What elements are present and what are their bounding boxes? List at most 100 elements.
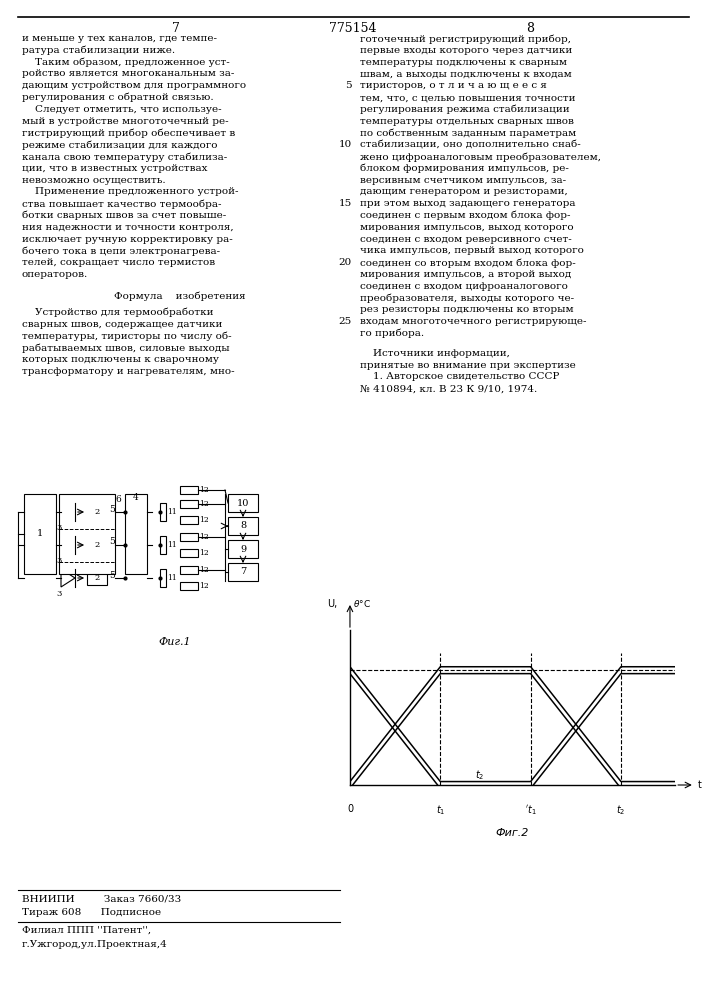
Text: Тираж 608      Подписное: Тираж 608 Подписное	[22, 908, 161, 917]
Bar	[228, 517, 258, 535]
Text: 5: 5	[109, 538, 115, 546]
Text: $t_2$: $t_2$	[475, 768, 485, 782]
Text: 5: 5	[109, 504, 115, 514]
Text: температуры отдельных сварных швов: температуры отдельных сварных швов	[360, 117, 574, 126]
Text: соединен с первым входом блока фор-: соединен с первым входом блока фор-	[360, 211, 571, 221]
Text: невозможно осуществить.: невозможно осуществить.	[22, 176, 165, 185]
Text: 8: 8	[526, 22, 534, 35]
Text: 10: 10	[237, 498, 249, 508]
Text: температуры подключены к сварным: температуры подключены к сварным	[360, 58, 567, 67]
Text: 12: 12	[199, 533, 209, 541]
Bar	[24, 494, 56, 574]
Text: 2: 2	[94, 541, 100, 549]
Text: регулирования с обратной связью.: регулирования с обратной связью.	[22, 93, 214, 103]
Text: рабатываемых швов, силовые выходы: рабатываемых швов, силовые выходы	[22, 343, 230, 353]
Text: мирования импульсов, а второй выход: мирования импульсов, а второй выход	[360, 270, 571, 279]
Text: преобразователя, выходы которого че-: преобразователя, выходы которого че-	[360, 294, 574, 303]
Text: 12: 12	[199, 516, 209, 524]
Text: 12: 12	[199, 566, 209, 574]
Text: 2: 2	[94, 574, 100, 582]
Text: 12: 12	[199, 486, 209, 494]
Text: которых подключены к сварочному: которых подключены к сварочному	[22, 355, 219, 364]
Text: Таким образом, предложенное уст-: Таким образом, предложенное уст-	[22, 58, 230, 67]
Text: 2: 2	[94, 508, 100, 516]
Text: 6: 6	[115, 495, 121, 504]
Text: швам, а выходы подключены к входам: швам, а выходы подключены к входам	[360, 69, 572, 78]
Text: 3: 3	[57, 557, 62, 565]
Text: дающим генератором и резисторами,: дающим генератором и резисторами,	[360, 187, 568, 196]
Text: Следует отметить, что используе-: Следует отметить, что используе-	[22, 105, 221, 114]
Text: дающим устройством для программного: дающим устройством для программного	[22, 81, 246, 90]
Text: ции, что в известных устройствах: ции, что в известных устройствах	[22, 164, 207, 173]
Text: соединен с входом цифроаналогового: соединен с входом цифроаналогового	[360, 282, 568, 291]
Text: 15: 15	[339, 199, 352, 208]
Text: и меньше у тех каналов, где темпе-: и меньше у тех каналов, где темпе-	[22, 34, 217, 43]
Bar	[180, 566, 198, 574]
Text: режиме стабилизации для каждого: режиме стабилизации для каждого	[22, 140, 218, 150]
Text: температуры, тиристоры по числу об-: температуры, тиристоры по числу об-	[22, 331, 232, 341]
Text: блоком формирования импульсов, ре-: блоком формирования импульсов, ре-	[360, 164, 569, 173]
Text: исключает ручную корректировку ра-: исключает ручную корректировку ра-	[22, 235, 233, 244]
Text: 775154: 775154	[329, 22, 377, 35]
Text: 9: 9	[240, 544, 246, 554]
Text: по собственным заданным параметрам: по собственным заданным параметрам	[360, 128, 576, 138]
Text: 12: 12	[199, 549, 209, 557]
Bar	[87, 538, 107, 552]
Bar	[59, 494, 115, 574]
Text: ВНИИПИ         Заказ 7660/33: ВНИИПИ Заказ 7660/33	[22, 894, 181, 903]
Bar	[180, 500, 198, 508]
Text: Формула    изобретения: Формула изобретения	[115, 292, 246, 301]
Text: Источники информации,: Источники информации,	[360, 349, 510, 358]
Text: канала свою температуру стабилиза-: канала свою температуру стабилиза-	[22, 152, 227, 161]
Text: 10: 10	[339, 140, 352, 149]
Text: соединен с входом реверсивного счет-: соединен с входом реверсивного счет-	[360, 235, 572, 244]
Text: Филиал ППП ''Патент'',: Филиал ППП ''Патент'',	[22, 926, 151, 935]
Text: ройство является многоканальным за-: ройство является многоканальным за-	[22, 69, 235, 78]
Text: 1. Авторское свидетельство СССР: 1. Авторское свидетельство СССР	[360, 372, 559, 381]
Text: принятые во внимание при экспертизе: принятые во внимание при экспертизе	[360, 361, 575, 370]
Text: версивным счетчиком импульсов, за-: версивным счетчиком импульсов, за-	[360, 176, 566, 185]
Text: 7: 7	[172, 22, 180, 35]
Text: мирования импульсов, выход которого: мирования импульсов, выход которого	[360, 223, 573, 232]
Text: сварных швов, содержащее датчики: сварных швов, содержащее датчики	[22, 320, 223, 329]
Bar	[125, 494, 147, 574]
Text: Фиг.2: Фиг.2	[496, 828, 530, 838]
Text: $t_1$: $t_1$	[436, 804, 445, 817]
Text: операторов.: операторов.	[22, 270, 88, 279]
Text: 25: 25	[339, 317, 352, 326]
Text: готочечный регистрирующий прибор,: готочечный регистрирующий прибор,	[360, 34, 571, 43]
Text: ратура стабилизации ниже.: ратура стабилизации ниже.	[22, 46, 175, 55]
Bar	[228, 563, 258, 581]
Bar	[228, 494, 258, 512]
Text: г.Ужгород,ул.Проектная,4: г.Ужгород,ул.Проектная,4	[22, 940, 168, 949]
Bar	[180, 486, 198, 494]
Text: 1: 1	[37, 530, 43, 538]
Text: стабилизации, оно дополнительно снаб-: стабилизации, оно дополнительно снаб-	[360, 140, 580, 149]
Text: бочего тока в цепи электронагрева-: бочего тока в цепи электронагрева-	[22, 246, 220, 256]
Text: 3: 3	[57, 590, 62, 598]
Text: $t_2$: $t_2$	[617, 804, 626, 817]
Text: входам многоточечного регистрирующе-: входам многоточечного регистрирующе-	[360, 317, 587, 326]
Bar	[180, 516, 198, 524]
Text: ства повышает качество термообра-: ства повышает качество термообра-	[22, 199, 221, 209]
Text: 20: 20	[339, 258, 352, 267]
Text: 12: 12	[199, 582, 209, 590]
Text: телей, сокращает число термистов: телей, сокращает число термистов	[22, 258, 215, 267]
Text: № 410894, кл. В 23 К 9/10, 1974.: № 410894, кл. В 23 К 9/10, 1974.	[360, 384, 537, 393]
Text: трансформатору и нагревателям, мно-: трансформатору и нагревателям, мно-	[22, 367, 235, 376]
Text: 12: 12	[199, 500, 209, 508]
Text: Применение предложенного устрой-: Применение предложенного устрой-	[22, 187, 238, 196]
Text: 4: 4	[133, 493, 139, 502]
Text: U,: U,	[327, 599, 337, 609]
Bar	[87, 571, 107, 585]
Text: гистрирующий прибор обеспечивает в: гистрирующий прибор обеспечивает в	[22, 128, 235, 138]
Text: первые входы которого через датчики: первые входы которого через датчики	[360, 46, 572, 55]
Text: 11: 11	[167, 508, 177, 516]
Text: Устройство для термообработки: Устройство для термообработки	[22, 308, 214, 317]
Text: жено цифроаналоговым преобразователем,: жено цифроаналоговым преобразователем,	[360, 152, 601, 161]
Text: соединен со вторым входом блока фор-: соединен со вторым входом блока фор-	[360, 258, 575, 268]
Bar	[180, 582, 198, 590]
Text: ния надежности и точности контроля,: ния надежности и точности контроля,	[22, 223, 233, 232]
Text: ботки сварных швов за счет повыше-: ботки сварных швов за счет повыше-	[22, 211, 226, 221]
Text: мый в устройстве многоточечный ре-: мый в устройстве многоточечный ре-	[22, 117, 228, 126]
